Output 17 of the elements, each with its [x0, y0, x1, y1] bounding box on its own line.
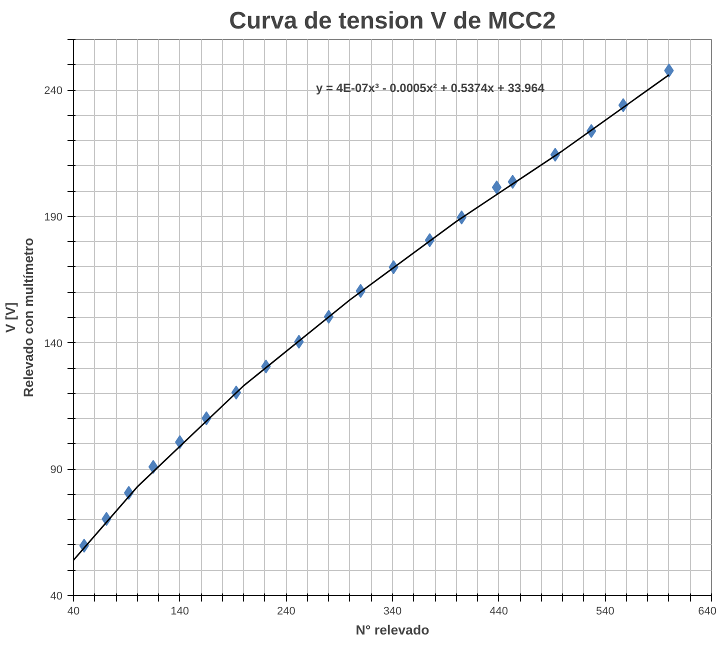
point [492, 180, 502, 194]
x-tick-label: 40 [67, 606, 80, 618]
y-tick-label: 40 [50, 590, 63, 602]
x-tick-label: 540 [596, 606, 614, 618]
y-tick-label: 90 [50, 464, 63, 476]
x-tick-label: 640 [698, 606, 717, 618]
y-axis-title: V [V] Relevado con multímetro [3, 238, 36, 398]
x-tick-label: 240 [276, 606, 296, 618]
x-tick-label: 340 [383, 606, 402, 618]
y-tick-label: 190 [44, 211, 63, 224]
chart-title: Curva de tension V de MCC2 [229, 8, 556, 34]
x-tick-label: 140 [170, 606, 190, 618]
x-tick-label: 440 [490, 606, 508, 618]
x-axis-title: N° relevado [356, 622, 430, 638]
y-tick-label: 140 [44, 338, 63, 350]
annotation: y = 4E-07x³ - 0.0005x² + 0.5374x + 33.964 [316, 81, 545, 96]
y-tick-label: 240 [44, 85, 63, 98]
